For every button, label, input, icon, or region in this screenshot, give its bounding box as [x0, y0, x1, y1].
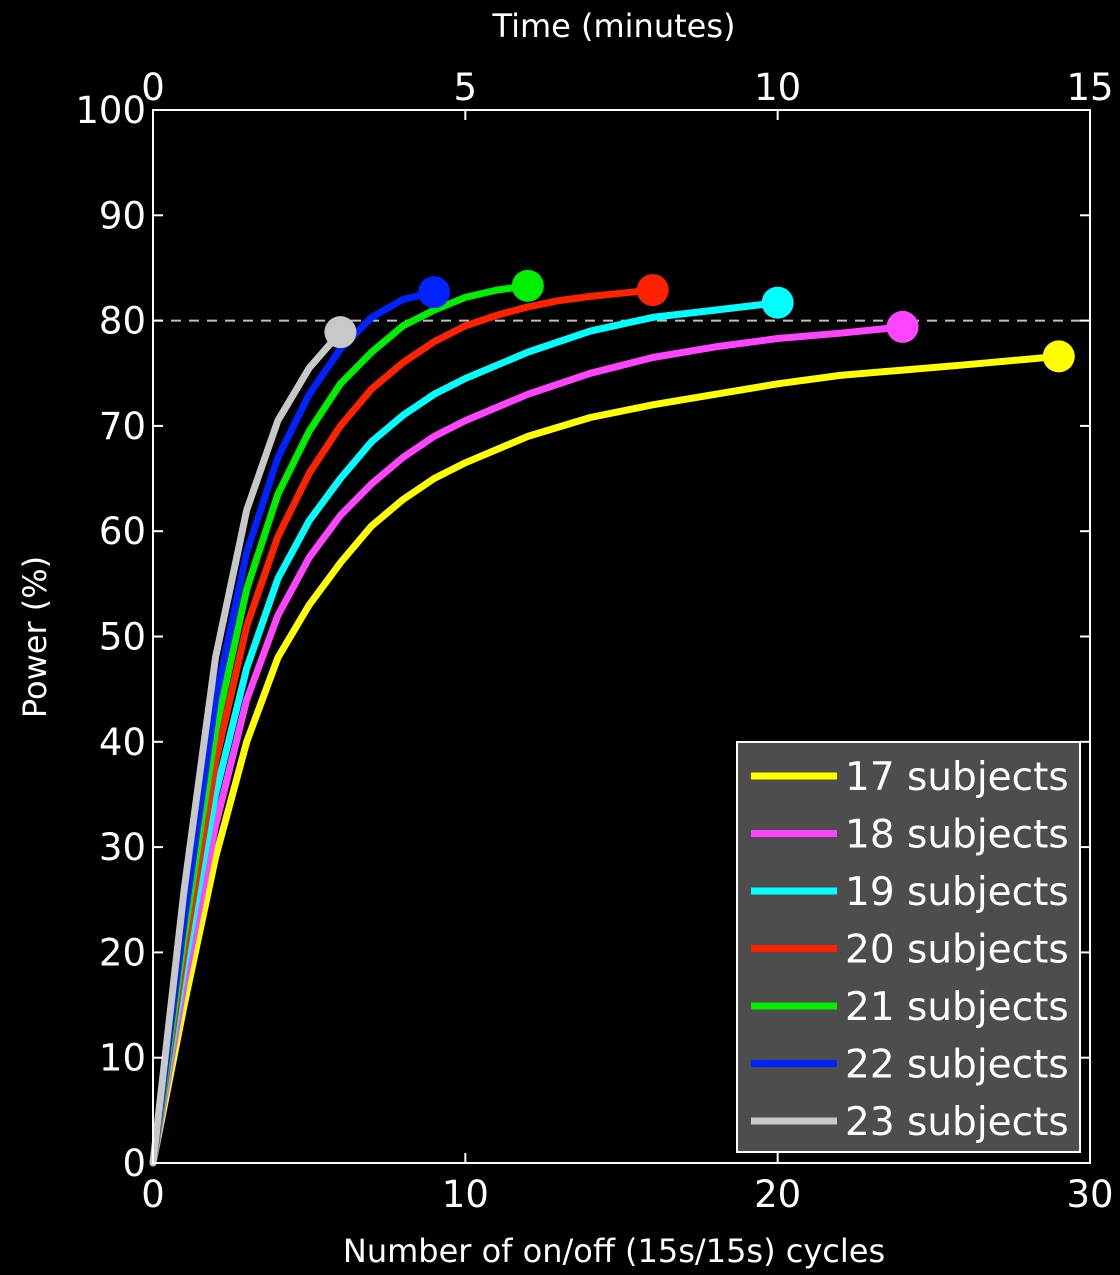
y-tick-label: 40 — [99, 721, 146, 764]
series-endpoint-2 — [886, 310, 919, 343]
y-tick-label: 0 — [122, 1142, 146, 1185]
series-line-7 — [149, 328, 344, 1167]
series-line-3 — [149, 299, 782, 1167]
top-tick-label: 10 — [754, 66, 801, 109]
x-tick-label: 30 — [1066, 1173, 1113, 1216]
series-line-6 — [149, 288, 438, 1167]
top-axis-title: Time (minutes) — [492, 7, 736, 45]
series-endpoint-7 — [324, 316, 357, 349]
legend-label-7: 23 subjects — [845, 1100, 1069, 1145]
top-tick-label: 15 — [1066, 66, 1113, 109]
series-line-2 — [149, 323, 907, 1167]
y-axis-title: Power (%) — [16, 556, 54, 718]
series-endpoint-6 — [418, 276, 451, 309]
series-endpoint-5 — [511, 269, 544, 302]
legend-label-4: 20 subjects — [845, 928, 1069, 973]
series-endpoint-3 — [761, 286, 794, 319]
top-tick-label: 5 — [454, 66, 478, 109]
x-tick-label: 20 — [754, 1173, 801, 1216]
y-tick-label: 50 — [99, 616, 146, 659]
x-tick-label: 10 — [442, 1173, 489, 1216]
y-tick-label: 90 — [99, 194, 146, 237]
legend-label-5: 21 subjects — [845, 985, 1069, 1030]
x-axis-title: Number of on/off (15s/15s) cycles — [343, 1232, 885, 1270]
legend-label-1: 17 subjects — [845, 755, 1069, 800]
y-tick-label: 10 — [99, 1037, 146, 1080]
series-line-1 — [149, 352, 1063, 1167]
top-tick-label: 0 — [141, 66, 165, 109]
series-endpoint-4 — [636, 274, 669, 307]
y-tick-label: 30 — [99, 826, 146, 869]
legend-label-3: 19 subjects — [845, 870, 1069, 915]
series-endpoint-1 — [1042, 340, 1075, 373]
legend-label-6: 22 subjects — [845, 1043, 1069, 1088]
legend-box — [736, 741, 1081, 1153]
y-tick-label: 60 — [99, 510, 146, 553]
y-tick-label: 20 — [99, 931, 146, 974]
y-tick-label: 70 — [99, 405, 146, 448]
series-line-5 — [149, 282, 532, 1167]
y-tick-label: 100 — [75, 89, 146, 132]
series-line-4 — [149, 286, 657, 1167]
y-tick-label: 80 — [99, 300, 146, 343]
legend-label-2: 18 subjects — [845, 813, 1069, 858]
x-tick-label: 0 — [141, 1173, 165, 1216]
